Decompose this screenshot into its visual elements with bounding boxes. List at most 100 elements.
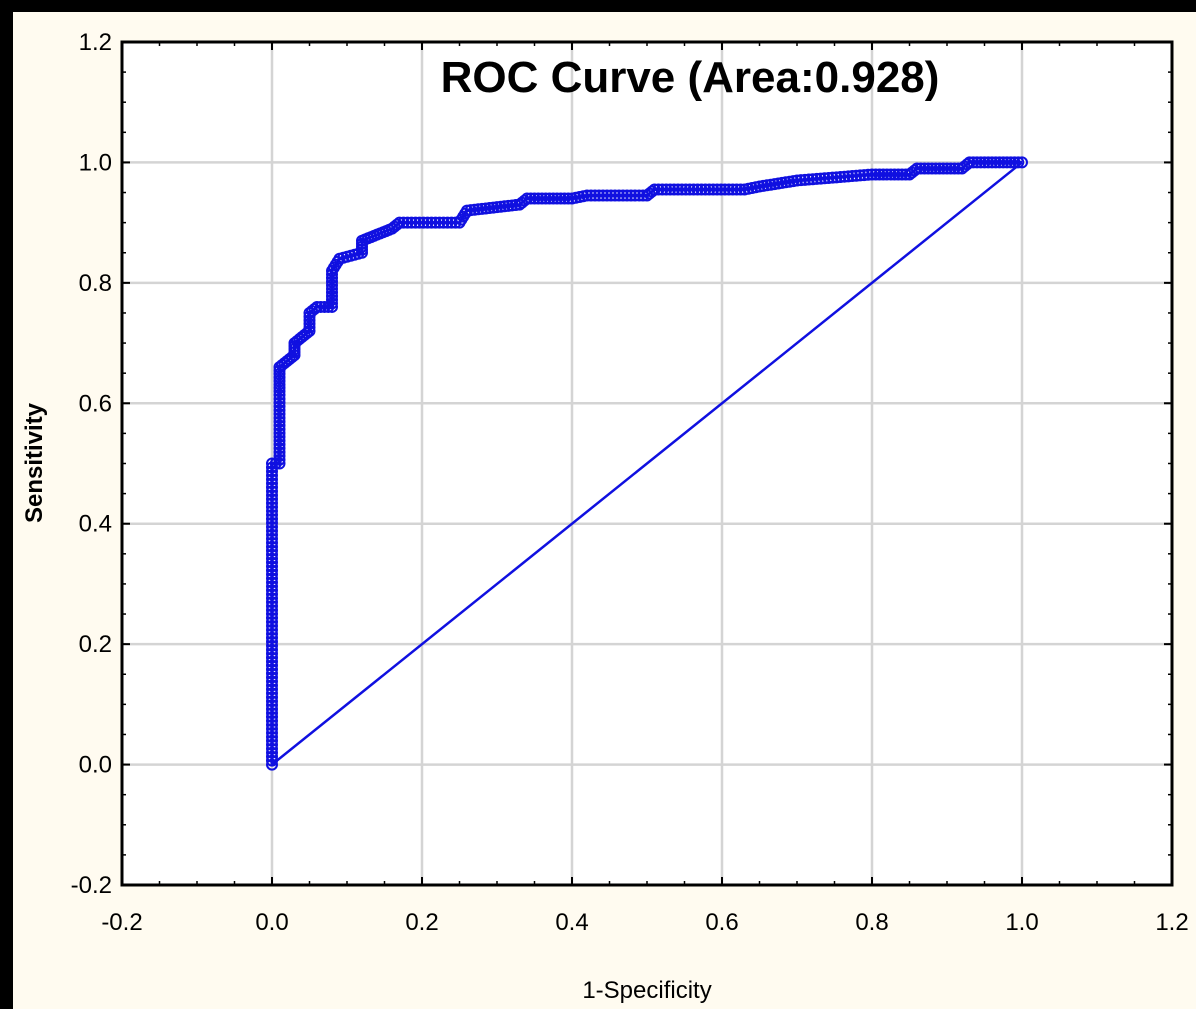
- roc-point-marker: [311, 300, 323, 313]
- roc-point-marker: [266, 473, 278, 486]
- roc-point-marker: [314, 300, 327, 313]
- roc-point-marker: [266, 687, 278, 700]
- roc-point-marker: [266, 623, 278, 636]
- roc-point-marker: [730, 183, 743, 196]
- roc-point-marker: [802, 173, 815, 186]
- roc-point-marker: [266, 655, 278, 668]
- roc-point-marker: [914, 162, 927, 175]
- tick-labels: -0.2 0.0 0.2 0.4 0.6 0.8 1.0 1.2 -0.2 0.0 0.2 0.4 0.…: [71, 29, 1189, 936]
- roc-point-marker: [273, 434, 286, 447]
- roc-point-marker: [718, 183, 731, 196]
- roc-point-marker: [1001, 156, 1013, 169]
- roc-point-marker: [429, 216, 442, 229]
- roc-point-marker: [266, 754, 278, 767]
- roc-point-marker: [273, 449, 286, 462]
- roc-point-marker: [266, 631, 278, 644]
- roc-point-marker: [266, 532, 278, 545]
- roc-point-marker: [266, 548, 278, 561]
- roc-point-marker: [671, 183, 684, 196]
- roc-point-marker: [581, 189, 593, 202]
- roc-point-marker: [273, 453, 286, 466]
- roc-point-marker: [266, 679, 278, 692]
- roc-point-marker: [668, 183, 681, 196]
- roc-point-marker: [273, 415, 286, 428]
- roc-point-marker: [266, 651, 278, 664]
- roc-point-marker: [722, 183, 735, 196]
- roc-point-marker: [656, 183, 669, 196]
- x-tick-label: 1.0: [1005, 909, 1038, 936]
- x-tick-label: 1.2: [1155, 909, 1188, 936]
- roc-point-marker: [266, 683, 278, 696]
- roc-point-marker: [409, 216, 422, 229]
- roc-point-marker: [691, 183, 704, 196]
- reference-diagonal-line: [271, 161, 1023, 766]
- roc-point-marker: [699, 183, 712, 196]
- roc-point-marker: [266, 524, 278, 537]
- roc-point-marker: [266, 592, 278, 605]
- roc-point-marker: [888, 168, 901, 181]
- roc-point-marker: [881, 168, 893, 181]
- series-layer: [266, 156, 1028, 771]
- roc-point-marker: [266, 635, 278, 648]
- roc-point-marker: [842, 170, 855, 183]
- roc-point-marker: [266, 703, 278, 716]
- roc-point-marker: [273, 423, 286, 436]
- roc-point-marker: [1016, 156, 1028, 169]
- roc-point-marker: [918, 162, 931, 175]
- roc-point-marker: [273, 438, 286, 451]
- roc-point-marker: [266, 552, 278, 565]
- x-axis-label: 1-Specificity: [582, 977, 711, 1004]
- roc-point-marker: [675, 183, 688, 196]
- roc-point-marker: [617, 189, 629, 202]
- roc-point-marker: [266, 489, 278, 502]
- roc-point-marker: [810, 172, 823, 185]
- roc-point-marker: [417, 216, 430, 229]
- roc-point-marker: [695, 183, 708, 196]
- roc-point-marker: [593, 189, 605, 202]
- roc-point-marker: [683, 183, 696, 196]
- roc-point-marker: [266, 580, 278, 593]
- roc-point-marker: [703, 183, 716, 196]
- roc-point-marker: [273, 408, 286, 421]
- roc-point-marker: [266, 711, 278, 724]
- roc-point-marker: [963, 156, 976, 169]
- roc-point-marker: [266, 520, 278, 533]
- roc-point-marker: [266, 540, 278, 553]
- roc-point-marker: [266, 572, 278, 585]
- roc-point-marker: [413, 216, 426, 229]
- roc-point-marker: [273, 427, 286, 440]
- roc-point-marker: [266, 659, 278, 672]
- roc-point-marker: [933, 162, 946, 175]
- roc-point-marker: [433, 216, 446, 229]
- roc-point-marker: [266, 508, 278, 521]
- roc-point-marker: [266, 485, 278, 498]
- roc-point-marker: [791, 174, 803, 187]
- roc-point-marker: [648, 183, 661, 196]
- roc-point-marker: [982, 156, 995, 169]
- roc-point-marker: [266, 501, 278, 514]
- y-tick-label: -0.2: [71, 872, 112, 899]
- roc-point-marker: [862, 168, 875, 181]
- roc-point-marker: [266, 497, 278, 510]
- y-tick-label: 0.2: [79, 631, 112, 658]
- roc-point-marker: [524, 192, 537, 205]
- x-tick-label: 0.4: [555, 909, 588, 936]
- roc-point-marker: [846, 170, 859, 183]
- roc-point-marker: [532, 192, 545, 205]
- roc-point-marker: [266, 477, 278, 490]
- roc-point-marker: [266, 718, 278, 731]
- roc-point-marker: [266, 667, 278, 680]
- roc-point-marker: [266, 663, 278, 676]
- roc-point-marker: [266, 643, 278, 656]
- roc-point-marker: [273, 392, 286, 405]
- roc-point-marker: [266, 750, 278, 763]
- roc-point-marker: [266, 576, 278, 589]
- roc-point-marker: [266, 469, 278, 482]
- roc-point-marker: [266, 742, 278, 755]
- x-tick-label: 0.0: [255, 909, 288, 936]
- roc-point-marker: [547, 192, 560, 205]
- roc-point-marker: [273, 446, 286, 459]
- x-tick-label: 0.6: [705, 909, 738, 936]
- roc-point-marker: [711, 183, 724, 196]
- y-tick-label: 1.2: [79, 29, 112, 56]
